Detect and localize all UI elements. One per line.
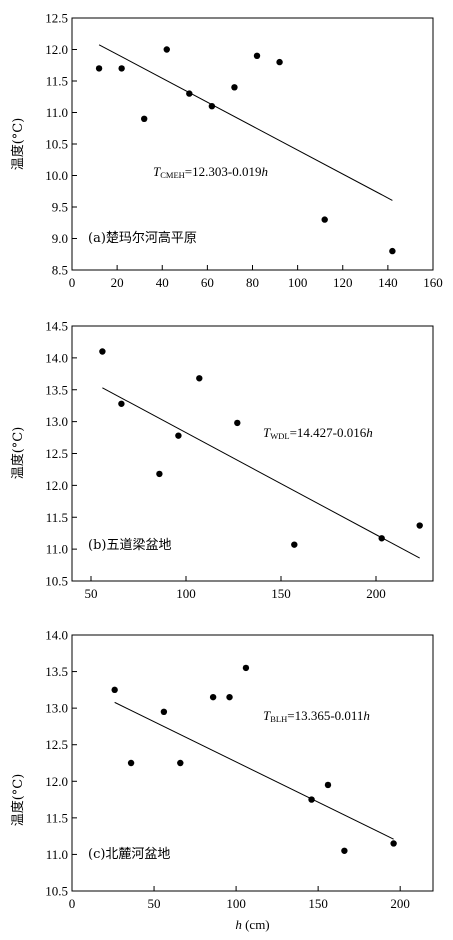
y-tick-label: 14.5 <box>45 319 68 334</box>
data-point <box>390 840 397 847</box>
data-point <box>291 541 298 548</box>
x-tick-label: 60 <box>201 275 214 290</box>
chart-panel-3: 10.5 11.0 11.5 12.0 12.5 13.0 13.5 14.0 0 50 100 15… <box>10 628 434 932</box>
data-point <box>209 693 217 701</box>
data-point <box>416 522 423 529</box>
data-point <box>276 58 283 66</box>
data-point <box>324 781 332 789</box>
x-tick-label: 200 <box>366 586 386 601</box>
y-tick-label: 12.5 <box>45 737 68 752</box>
y-tick-label: 12.0 <box>45 774 68 789</box>
data-point <box>163 46 170 53</box>
y-tick-label: 11.5 <box>46 74 68 89</box>
data-point <box>118 65 125 72</box>
data-point <box>253 52 261 59</box>
y-axis-label: 温度(°C) <box>10 118 26 171</box>
y-tick-label: 11.5 <box>46 510 68 525</box>
panel-label: (c)北麓河盆地 <box>88 847 170 862</box>
y-tick-label: 10.0 <box>45 168 68 183</box>
data-point <box>196 375 203 382</box>
regression-line <box>102 387 420 559</box>
data-point <box>95 65 103 72</box>
y-tick-label: 13.5 <box>45 664 68 679</box>
y-tick-label: 14.0 <box>45 350 68 365</box>
x-tick-label: 20 <box>111 275 124 290</box>
panel-label: (a)楚玛尔河高平原 <box>88 230 197 246</box>
y-tick-label: 8.5 <box>52 263 68 278</box>
y-axis-label: 温度(°C) <box>10 774 26 827</box>
y-axis-label: 温度(°C) <box>10 427 26 480</box>
regression-equation: TWDL=14.427-0.016h <box>263 425 373 441</box>
y-tick-label: 14.0 <box>45 628 68 643</box>
x-tick-label: 0 <box>69 275 76 290</box>
data-point <box>175 432 182 439</box>
y-tick-label: 12.5 <box>45 446 68 461</box>
y-tick-label: 12.5 <box>45 11 68 26</box>
data-point <box>111 686 118 694</box>
data-point <box>231 84 238 91</box>
data-point <box>341 847 348 854</box>
data-point <box>127 759 135 767</box>
y-tick-label: 11.0 <box>46 542 68 557</box>
chart-panel-1: 8.5 9.0 9.5 10.0 10.5 11.0 11.5 12.0 12.5 0 20 40 60… <box>10 11 443 291</box>
y-tick-label: 11.0 <box>46 847 68 862</box>
x-tick-label: 0 <box>69 896 76 911</box>
y-tick-label: 12.0 <box>45 478 68 493</box>
x-tick-label: 50 <box>148 896 161 911</box>
data-point <box>156 470 163 478</box>
data-point <box>177 759 184 767</box>
x-tick-label: 80 <box>246 275 259 290</box>
data-point <box>308 796 315 803</box>
x-tick-label: 100 <box>176 586 196 601</box>
regression-line <box>114 701 394 840</box>
data-point <box>321 216 328 223</box>
y-tick-label: 9.0 <box>52 231 68 246</box>
x-tick-label: 150 <box>308 896 328 911</box>
y-tick-label: 13.0 <box>45 414 68 429</box>
y-tick-label: 12.0 <box>45 42 68 57</box>
plot-frame <box>71 634 434 892</box>
data-point <box>118 400 125 407</box>
x-tick-label: 160 <box>423 275 443 290</box>
data-point <box>160 708 168 715</box>
regression-equation: TBLH=13.365-0.011h <box>263 708 370 724</box>
x-tick-label: 140 <box>378 275 398 290</box>
y-tick-label: 11.5 <box>46 810 68 825</box>
data-point <box>389 247 396 255</box>
y-tick-label: 13.0 <box>45 701 68 716</box>
x-tick-label: 50 <box>85 586 98 601</box>
y-tick-label: 9.5 <box>52 200 68 215</box>
data-point <box>186 90 193 97</box>
data-point <box>208 103 216 110</box>
x-tick-label: 150 <box>271 586 291 601</box>
data-point <box>141 115 148 123</box>
data-point <box>378 535 385 542</box>
data-point <box>234 419 241 427</box>
y-tick-label: 10.5 <box>45 137 68 152</box>
chart-panel-2: 10.5 11.0 11.5 12.0 12.5 13.0 13.5 14.0 14.5 50 10… <box>10 319 434 601</box>
x-tick-label: 100 <box>288 275 308 290</box>
regression-equation: TCMEH=12.303-0.019h <box>153 164 268 180</box>
y-tick-label: 10.5 <box>45 884 68 899</box>
data-point <box>99 348 106 355</box>
data-point <box>242 664 250 672</box>
x-axis-label: h (cm) <box>235 917 269 932</box>
y-tick-label: 11.0 <box>46 105 68 120</box>
y-tick-label: 13.5 <box>45 382 68 397</box>
data-point <box>226 693 233 701</box>
x-tick-label: 100 <box>226 896 246 911</box>
x-tick-label: 200 <box>390 896 410 911</box>
x-tick-label: 120 <box>333 275 353 290</box>
panel-label: (b)五道梁盆地 <box>88 538 171 553</box>
regression-line <box>98 44 393 201</box>
x-tick-label: 40 <box>156 275 169 290</box>
y-tick-label: 10.5 <box>45 574 68 589</box>
